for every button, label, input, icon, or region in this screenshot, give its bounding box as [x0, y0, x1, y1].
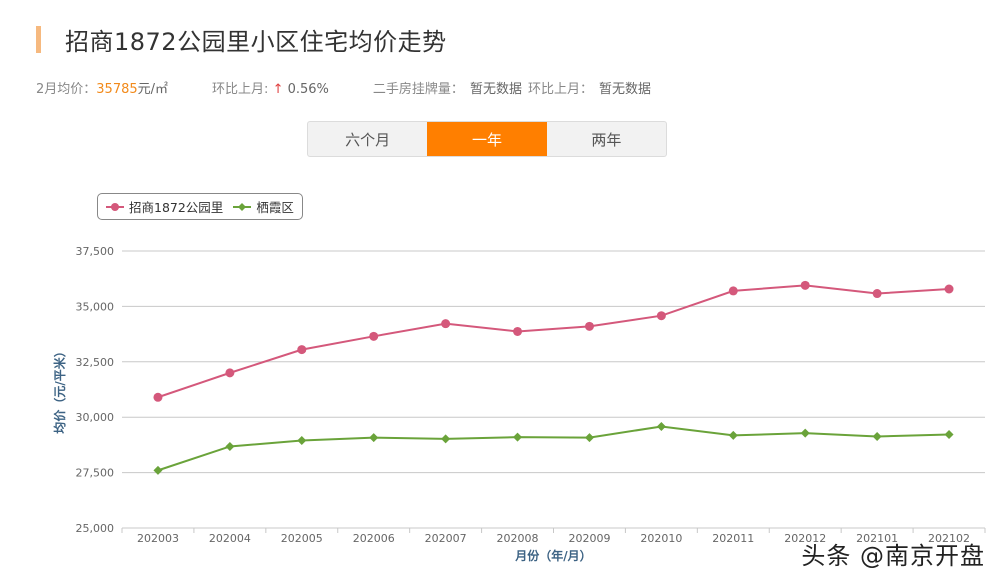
x-tick-label: 202101 — [856, 532, 898, 545]
data-point[interactable] — [297, 345, 307, 355]
x-tick-label: 202004 — [209, 532, 251, 545]
tab-two-years[interactable]: 两年 — [591, 130, 622, 149]
data-point[interactable] — [513, 432, 523, 442]
data-point[interactable] — [800, 428, 810, 438]
title-accent-bar — [36, 26, 41, 53]
chart-legend: 招商1872公园里 栖霞区 — [97, 193, 303, 220]
legend-item-community[interactable]: 招商1872公园里 — [106, 197, 223, 216]
data-point[interactable] — [800, 280, 810, 290]
listing-mom-label: 环比上月： — [527, 82, 593, 97]
x-tick-label: 202003 — [137, 532, 179, 545]
data-point[interactable] — [441, 434, 451, 444]
page-title: 招商1872公园里小区住宅均价走势 — [65, 28, 447, 56]
data-point[interactable] — [872, 431, 882, 441]
listing-stat: 二手房挂牌量： 暂无数据 环比上月： 暂无数据 — [373, 78, 651, 97]
tab-one-year[interactable]: 一年 — [427, 122, 547, 156]
data-point[interactable] — [584, 433, 594, 443]
y-tick-label: 37,500 — [76, 245, 115, 258]
data-point[interactable] — [728, 286, 738, 296]
tab-six-months[interactable]: 六个月 — [345, 130, 391, 149]
x-tick-label: 202010 — [640, 532, 682, 545]
y-tick-label: 32,500 — [76, 356, 115, 369]
x-tick-label: 202102 — [928, 532, 970, 545]
x-tick-label: 202012 — [784, 532, 826, 545]
x-tick-label: 202005 — [281, 532, 323, 545]
series-line — [157, 425, 950, 472]
legend-label-community: 招商1872公园里 — [129, 200, 224, 215]
avg-price-value: 35785 — [96, 82, 138, 97]
listing-value: 暂无数据 — [469, 82, 522, 97]
x-tick-label: 202007 — [425, 532, 467, 545]
circle-marker-icon — [106, 202, 124, 211]
listing-label: 二手房挂牌量： — [372, 82, 464, 97]
data-point[interactable] — [153, 392, 163, 402]
y-tick-label: 27,500 — [76, 467, 115, 480]
x-axis-title: 月份（年/月） — [514, 548, 591, 563]
x-tick-label: 202009 — [568, 532, 610, 545]
page-header: 招商1872公园里小区住宅均价走势 — [36, 22, 447, 57]
stats-row: 2月均价：35785元/㎡ 环比上月: ↑ 0.56% 二手房挂牌量： 暂无数据… — [36, 78, 695, 97]
avg-price-stat: 2月均价：35785元/㎡ — [36, 78, 168, 97]
data-point[interactable] — [153, 465, 163, 475]
data-point[interactable] — [584, 321, 594, 331]
x-tick-label: 202008 — [497, 532, 539, 545]
data-point[interactable] — [441, 319, 451, 329]
y-tick-label: 35,000 — [76, 300, 115, 313]
data-point[interactable] — [656, 422, 666, 432]
y-tick-label: 25,000 — [76, 522, 115, 535]
data-point[interactable] — [728, 430, 738, 440]
data-point[interactable] — [944, 429, 954, 439]
data-point[interactable] — [225, 441, 235, 451]
x-tick-label: 202011 — [712, 532, 754, 545]
data-point[interactable] — [944, 284, 954, 294]
y-axis-title: 均价（元/平米） — [52, 345, 67, 433]
arrow-up-icon: ↑ — [272, 82, 284, 97]
data-point[interactable] — [369, 331, 379, 341]
period-tabs: 六个月 一年 两年 — [307, 121, 667, 157]
diamond-marker-icon — [233, 202, 252, 211]
mom-change-label: 环比上月: — [212, 82, 269, 97]
data-point[interactable] — [872, 289, 882, 299]
data-point[interactable] — [513, 326, 523, 336]
listing-mom-value: 暂无数据 — [598, 82, 651, 97]
mom-change-stat: 环比上月: ↑ 0.56% — [212, 78, 329, 97]
legend-item-district[interactable]: 栖霞区 — [233, 197, 294, 216]
data-point[interactable] — [297, 435, 307, 445]
watermark: 头条 @南京开盘 — [801, 542, 985, 570]
data-point[interactable] — [656, 311, 666, 321]
avg-price-unit: 元/㎡ — [137, 82, 169, 97]
series-line — [157, 284, 950, 399]
data-point[interactable] — [369, 433, 379, 443]
y-tick-label: 30,000 — [76, 411, 115, 424]
data-point[interactable] — [225, 368, 235, 378]
mom-change-value: 0.56% — [287, 82, 329, 97]
avg-price-label: 2月均价： — [36, 82, 97, 97]
legend-label-district: 栖霞区 — [256, 200, 294, 215]
x-tick-label: 202006 — [353, 532, 395, 545]
